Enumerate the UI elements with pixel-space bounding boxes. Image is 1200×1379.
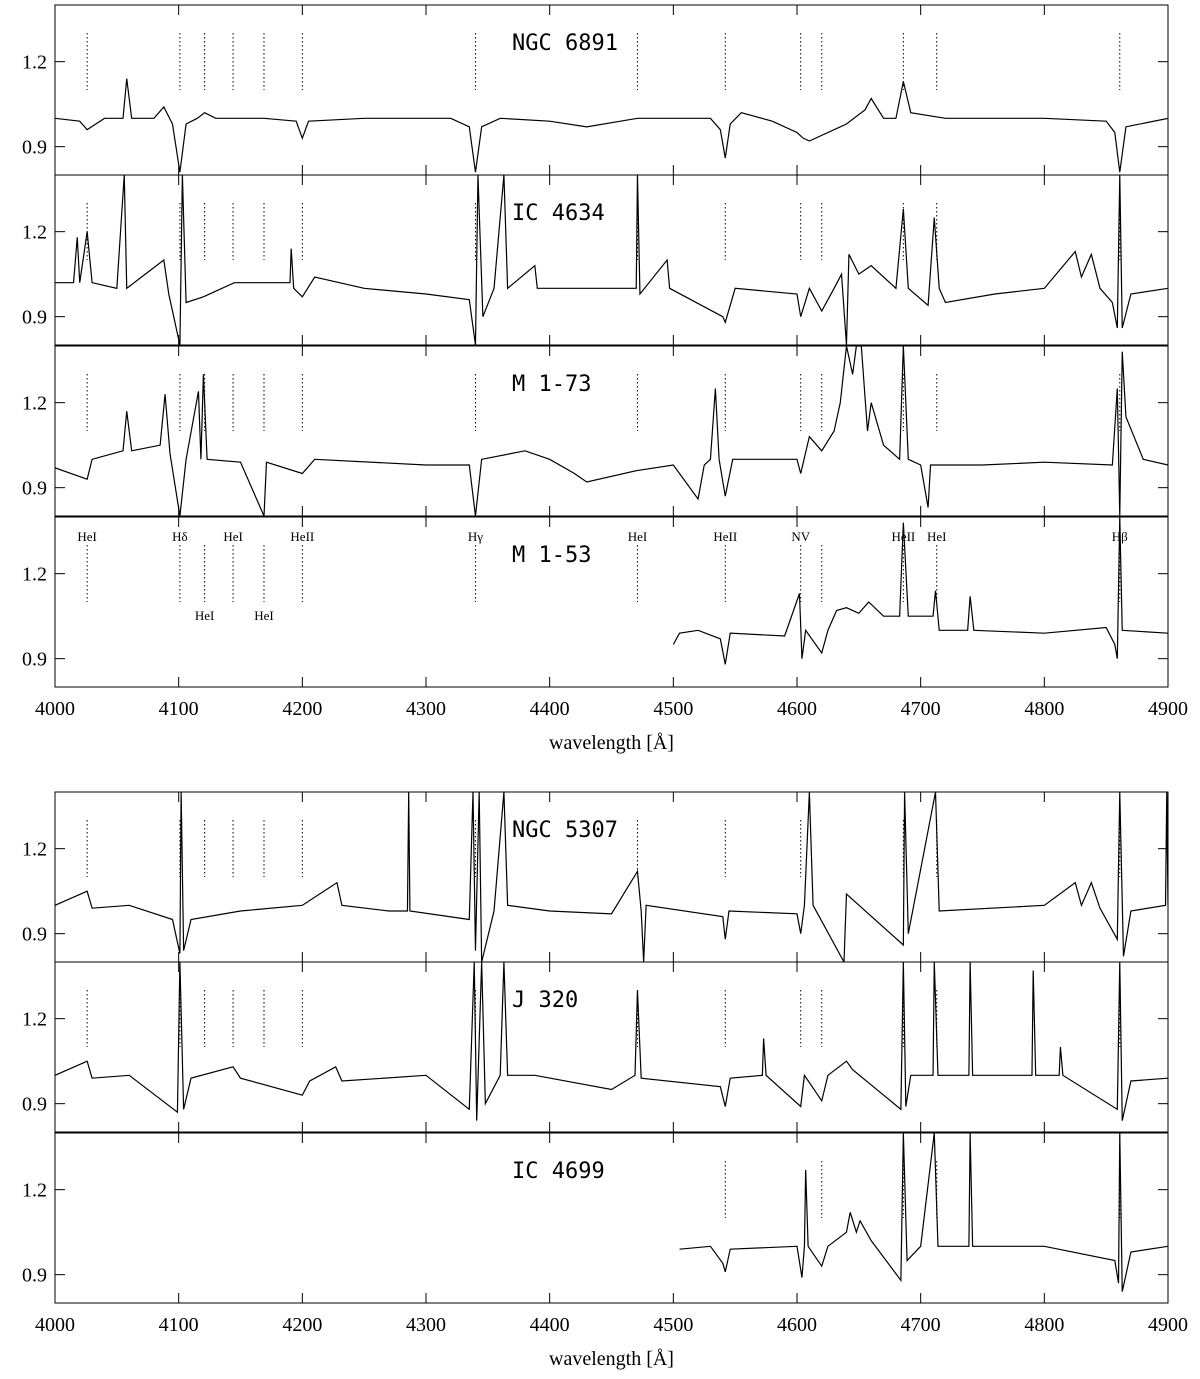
x-tick-label: 4100 [159, 1314, 199, 1336]
y-tick-label: 1.2 [22, 1009, 47, 1031]
panel-title: M 1-73 [512, 372, 591, 397]
y-tick-label: 1.2 [22, 222, 47, 244]
panel-title: NGC 5307 [512, 818, 618, 843]
x-tick-label: 4900 [1148, 698, 1188, 720]
x-tick-label: 4000 [35, 698, 75, 720]
x-tick-label: 4800 [1024, 1314, 1064, 1336]
y-tick-label: 0.9 [22, 478, 47, 500]
x-tick-label: 4400 [530, 698, 570, 720]
panel: 0.9 1.2 J 320 [22, 961, 1169, 1133]
panel: 0.9 1.2 M 1-73 [22, 345, 1169, 517]
line-label: HeI [77, 529, 97, 544]
x-tick-label: 4400 [530, 1314, 570, 1336]
x-tick-label: 4600 [777, 1314, 817, 1336]
panel: 0.9 1.2 4000 4100 4200 4300 4400 4500 4600 4700 48… [22, 516, 1188, 754]
y-tick-label: 0.9 [22, 137, 47, 159]
x-tick-label: 4200 [282, 1314, 322, 1336]
panel-title: J 320 [512, 988, 578, 1013]
spectrum-line [55, 78, 1168, 173]
y-tick-label: 0.9 [22, 307, 47, 329]
spectrum-line [55, 962, 1168, 1121]
panel-frame [54, 345, 1169, 517]
y-tick-label: 1.2 [22, 52, 47, 74]
line-label: HeI [254, 608, 274, 623]
y-tick-label: 1.2 [22, 839, 47, 861]
spectrum-line [55, 175, 1168, 345]
panel-frame [54, 516, 1169, 688]
x-tick-label: 4300 [406, 698, 446, 720]
y-tick-label: 1.2 [22, 393, 47, 415]
panel-frame [54, 961, 1169, 1133]
x-tick-label: 4100 [159, 698, 199, 720]
panel: 0.9 1.2 NGC 6891 [22, 4, 1169, 176]
line-label: HeI [927, 529, 947, 544]
y-tick-label: 0.9 [22, 1265, 47, 1287]
panel: 0.9 1.2 NGC 5307 [22, 791, 1169, 963]
line-label: Hδ [172, 529, 188, 544]
panel-title: M 1-53 [512, 543, 591, 568]
x-tick-label: 4000 [35, 1314, 75, 1336]
y-tick-label: 0.9 [22, 924, 47, 946]
panel: 0.9 1.2 4000 4100 4200 4300 4400 4500 4600 4700 48… [22, 1132, 1188, 1370]
x-tick-label: 4700 [901, 698, 941, 720]
x-axis-label: wavelength [Å] [549, 732, 674, 754]
line-label: HeI [628, 529, 648, 544]
x-axis-label: wavelength [Å] [549, 1348, 674, 1370]
y-tick-label: 1.2 [22, 1180, 47, 1202]
panel-frame [54, 1132, 1169, 1304]
line-label: HeII [713, 529, 737, 544]
line-label: NV [791, 529, 810, 544]
x-tick-label: 4900 [1148, 1314, 1188, 1336]
panel-title: IC 4634 [512, 201, 605, 226]
panel: 0.9 1.2 IC 4634 [22, 174, 1169, 346]
y-tick-label: 1.2 [22, 564, 47, 586]
panel-title: NGC 6891 [512, 31, 618, 56]
line-label: HeI [195, 608, 215, 623]
panel-title: IC 4699 [512, 1159, 605, 1184]
line-label: HeI [223, 529, 243, 544]
spectrum-line [55, 346, 1168, 516]
y-tick-label: 0.9 [22, 1094, 47, 1116]
spectrum-line [679, 1133, 1168, 1292]
x-tick-label: 4700 [901, 1314, 941, 1336]
y-tick-label: 0.9 [22, 649, 47, 671]
x-tick-label: 4500 [653, 698, 693, 720]
x-tick-label: 4300 [406, 1314, 446, 1336]
panel-frame [54, 174, 1169, 346]
x-tick-label: 4800 [1024, 698, 1064, 720]
x-tick-label: 4500 [653, 1314, 693, 1336]
x-tick-label: 4600 [777, 698, 817, 720]
line-label: HeII [290, 529, 314, 544]
spectrum-line [672, 517, 1168, 665]
line-label: Hγ [468, 529, 483, 544]
spectrum-line [55, 792, 1168, 962]
x-tick-label: 4200 [282, 698, 322, 720]
